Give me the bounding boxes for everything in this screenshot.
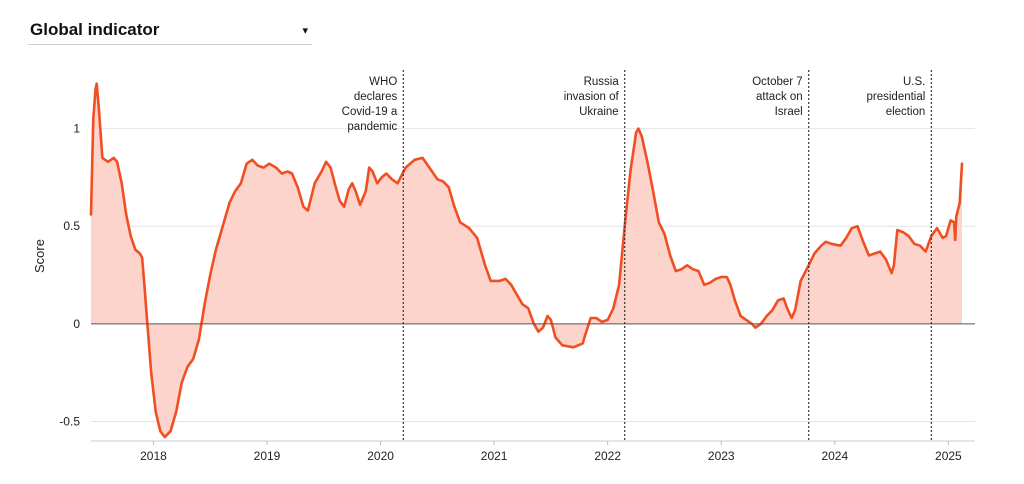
x-tick-label: 2024 bbox=[821, 449, 848, 463]
event-annotation-line: declares bbox=[354, 91, 398, 103]
axis-layer: -0.5 0 0.5 1 2018 2019 2020 2021 2022 2023 2024 202… bbox=[59, 122, 975, 463]
event-annotation-line: invasion of bbox=[564, 91, 620, 103]
event-annotation-line: Covid-19 a bbox=[342, 106, 398, 118]
score-line bbox=[89, 82, 964, 439]
y-tick-label: 0 bbox=[73, 317, 80, 331]
x-tick-label: 2019 bbox=[254, 449, 281, 463]
event-annotation-line: attack on bbox=[756, 91, 803, 103]
y-tick-label: -0.5 bbox=[59, 414, 80, 428]
x-tick-label: 2022 bbox=[594, 449, 621, 463]
indicator-dropdown[interactable]: Global indicator ▾ bbox=[28, 16, 312, 45]
x-tick-label: 2018 bbox=[140, 449, 167, 463]
event-annotation-line: pandemic bbox=[347, 121, 397, 133]
event-annotation-line: presidential bbox=[867, 91, 926, 103]
event-annotation-line: Russia bbox=[584, 76, 620, 88]
y-tick-label: 0.5 bbox=[63, 219, 80, 233]
event-annotation-line: WHO bbox=[369, 76, 397, 88]
x-tick-label: 2021 bbox=[481, 449, 508, 463]
y-tick-label: 1 bbox=[73, 122, 80, 136]
event-annotation-line: U.S. bbox=[903, 76, 925, 88]
x-tick-label: 2023 bbox=[708, 449, 735, 463]
event-layer: WHO declares Covid-19 a pandemic Russia invas… bbox=[342, 70, 932, 441]
x-tick-label: 2025 bbox=[935, 449, 962, 463]
chevron-down-icon: ▾ bbox=[302, 25, 308, 37]
event-annotation-line: Ukraine bbox=[579, 106, 619, 118]
event-annotation-line: October 7 bbox=[752, 76, 803, 88]
y-axis-label: Score bbox=[32, 239, 47, 273]
event-annotation-line: election bbox=[886, 106, 926, 118]
indicator-dropdown-label: Global indicator bbox=[30, 20, 160, 39]
score-area bbox=[91, 83, 962, 438]
x-tick-label: 2020 bbox=[367, 449, 394, 463]
area-layer bbox=[89, 82, 964, 439]
event-annotation-line: Israel bbox=[775, 106, 803, 118]
